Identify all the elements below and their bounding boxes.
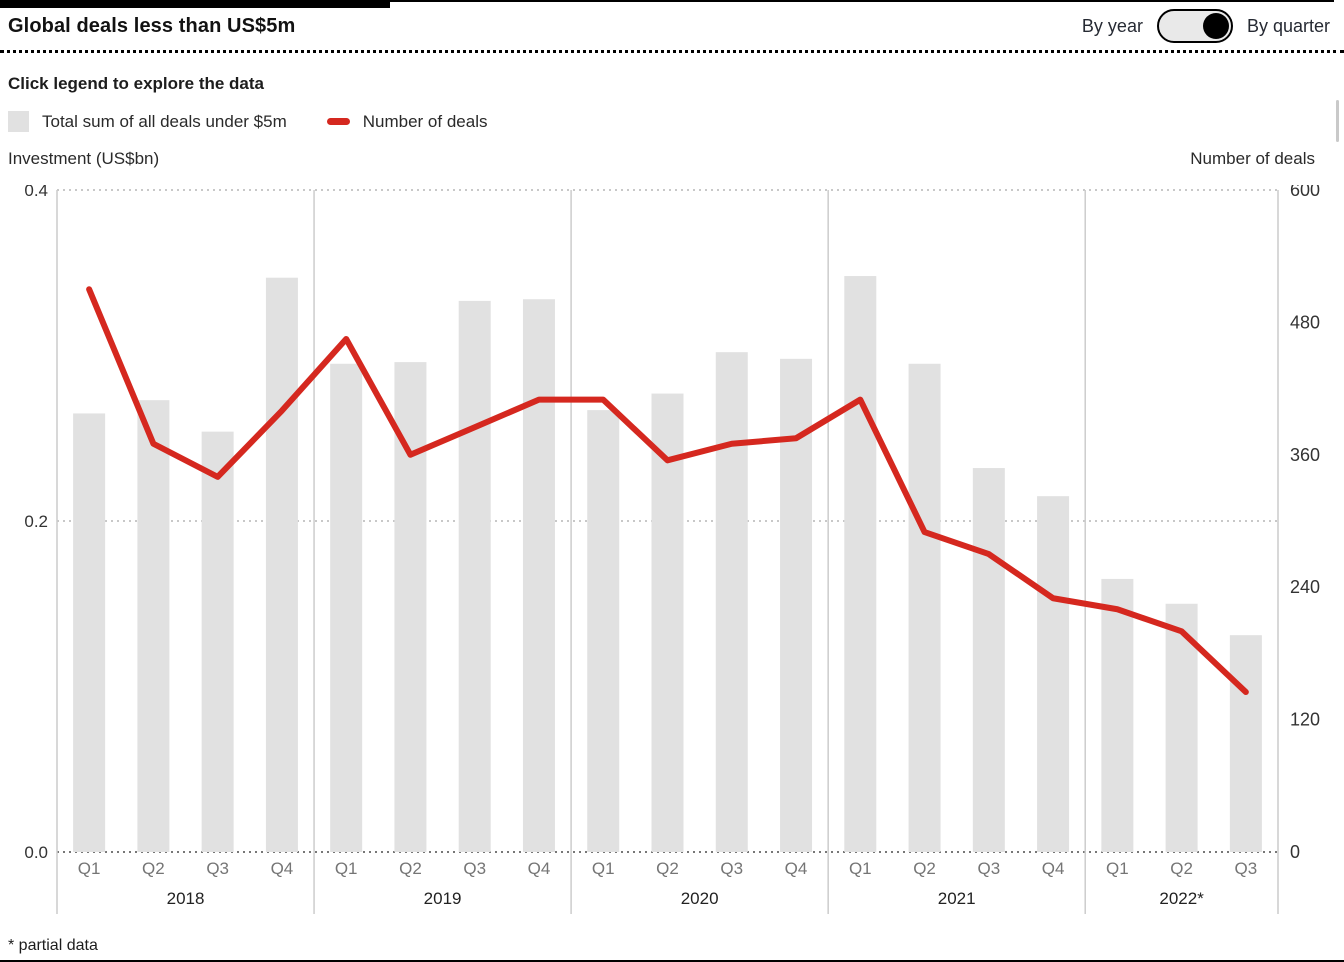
toggle-knob[interactable] — [1202, 12, 1229, 39]
svg-text:Q3: Q3 — [1235, 859, 1258, 878]
svg-text:2018: 2018 — [167, 889, 205, 908]
svg-text:Q2: Q2 — [142, 859, 165, 878]
svg-text:Q3: Q3 — [720, 859, 743, 878]
right-axis-title: Number of deals — [1190, 149, 1315, 168]
legend-item-line[interactable]: Number of deals — [326, 111, 488, 132]
svg-text:2019: 2019 — [424, 889, 462, 908]
svg-text:120: 120 — [1290, 710, 1320, 730]
year-labels: 2018 2019 2020 2021 2022* — [167, 889, 1205, 908]
legend-label-bars: Total sum of all deals under $5m — [42, 111, 287, 131]
right-axis-ticks: 0 120 240 360 480 600 — [1290, 185, 1320, 862]
legend-item-bars[interactable]: Total sum of all deals under $5m — [8, 111, 287, 132]
line-swatch-icon — [326, 118, 350, 125]
svg-text:0.4: 0.4 — [24, 185, 48, 200]
svg-text:Q4: Q4 — [271, 859, 294, 878]
page-title: Global deals less than US$5m — [8, 15, 296, 37]
year-separators — [56, 190, 1279, 914]
scrollbar[interactable] — [1336, 100, 1339, 142]
top-rule — [0, 0, 1334, 2]
svg-text:Q4: Q4 — [528, 859, 551, 878]
bar-swatch-icon — [8, 111, 29, 132]
svg-text:Q3: Q3 — [977, 859, 1000, 878]
svg-text:Q4: Q4 — [1042, 859, 1065, 878]
footnote: * partial data — [8, 937, 98, 954]
svg-text:2020: 2020 — [681, 889, 719, 908]
svg-text:0.2: 0.2 — [24, 512, 48, 531]
svg-text:Q2: Q2 — [656, 859, 679, 878]
left-axis-title: Investment (US$bn) — [8, 149, 160, 168]
svg-text:480: 480 — [1290, 312, 1320, 332]
svg-text:Q1: Q1 — [1106, 859, 1129, 878]
svg-text:Q2: Q2 — [399, 859, 422, 878]
svg-text:Q2: Q2 — [1170, 859, 1193, 878]
toggle-label-by-year[interactable]: By year — [1081, 15, 1143, 36]
quarter-labels: Q1 Q2 Q3 Q4 Q1 Q2 Q3 Q4 Q1 Q2 Q3 Q4 Q1 Q2 Q3 Q4 Q1 Q2 Q3 — [78, 859, 1257, 878]
svg-text:Q1: Q1 — [78, 859, 101, 878]
svg-text:Q3: Q3 — [206, 859, 229, 878]
svg-text:Q1: Q1 — [592, 859, 615, 878]
top-accent-bar — [0, 0, 390, 8]
legend-label-line: Number of deals — [362, 111, 488, 131]
bottom-rule — [0, 960, 1344, 962]
svg-text:Q3: Q3 — [463, 859, 486, 878]
toggle-label-by-quarter[interactable]: By quarter — [1246, 15, 1330, 36]
svg-text:360: 360 — [1290, 445, 1320, 465]
svg-text:Q4: Q4 — [785, 859, 808, 878]
svg-text:2022*: 2022* — [1159, 889, 1204, 908]
svg-text:600: 600 — [1290, 185, 1320, 200]
chart-subtitle: Click legend to explore the data — [8, 74, 265, 93]
line-series — [86, 286, 1249, 696]
bars-series — [73, 276, 1262, 853]
left-axis-ticks: 0.0 0.2 0.4 — [24, 185, 48, 862]
svg-text:Q1: Q1 — [849, 859, 872, 878]
period-toggle[interactable] — [1156, 9, 1233, 43]
dotted-divider — [0, 50, 1344, 53]
svg-text:0.0: 0.0 — [24, 843, 48, 862]
svg-text:0: 0 — [1290, 842, 1300, 862]
period-toggle-group: By year By quarter — [1082, 9, 1330, 43]
svg-text:2021: 2021 — [938, 889, 976, 908]
legend: Total sum of all deals under $5m Number … — [8, 111, 487, 132]
svg-text:240: 240 — [1290, 577, 1320, 597]
svg-text:Q2: Q2 — [913, 859, 936, 878]
svg-text:Q1: Q1 — [335, 859, 358, 878]
